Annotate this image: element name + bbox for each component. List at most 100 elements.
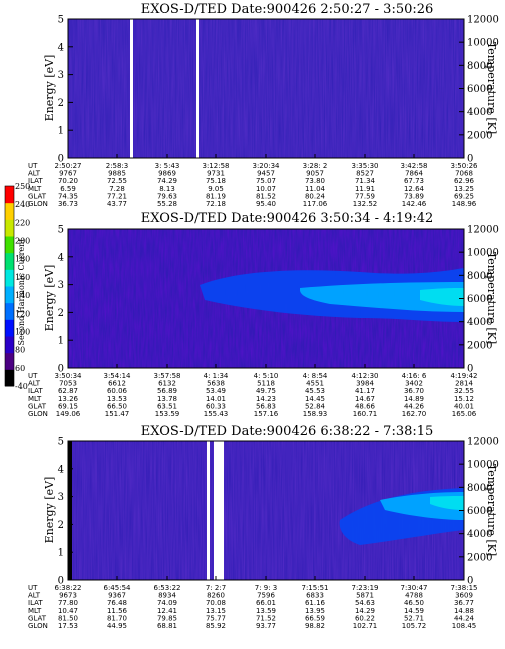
y-ticks: 0 1 2 3 4 5 bbox=[58, 437, 73, 587]
table-cell: 14.88 bbox=[454, 607, 474, 615]
table-cell: 157.16 bbox=[254, 410, 279, 418]
y-tick-label: 4 bbox=[58, 42, 64, 53]
table-cell: 77.59 bbox=[355, 192, 375, 200]
y-tick-label: 1 bbox=[58, 336, 64, 347]
row-label: GLAT bbox=[28, 402, 47, 410]
table-cell: 60.22 bbox=[355, 614, 375, 622]
y2-tick-label: 2000 bbox=[467, 552, 492, 563]
y-tick-label: 3 bbox=[58, 492, 64, 503]
table-cell: 7596 bbox=[257, 592, 275, 600]
table-cell: 151.47 bbox=[105, 410, 130, 418]
row-label: UT bbox=[28, 372, 38, 380]
colorbar-tick-label: -40 bbox=[15, 382, 28, 391]
colorbar-segment bbox=[5, 352, 14, 370]
table-cell: 142.46 bbox=[402, 200, 427, 208]
row-label: MLT bbox=[28, 607, 42, 615]
table-cell: 13.78 bbox=[157, 395, 177, 403]
y-tick-label: 3 bbox=[58, 70, 64, 81]
table-cell: 6:45:54 bbox=[104, 584, 132, 592]
table-cell: 117.06 bbox=[303, 200, 328, 208]
y-tick-label: 1 bbox=[58, 548, 64, 559]
colorbar-tick-label: 200 bbox=[15, 237, 30, 246]
table-cell: 66.59 bbox=[305, 614, 325, 622]
y-ticks: 0 1 2 3 4 5 bbox=[58, 15, 73, 165]
table-cell: 10.47 bbox=[58, 607, 78, 615]
table-cell: 66.50 bbox=[107, 402, 127, 410]
table-cell: 3:42:58 bbox=[401, 162, 428, 170]
y2-ticks: 0 2000 4000 6000 8000 10000 12000 bbox=[459, 15, 499, 165]
table-cell: 13.25 bbox=[454, 185, 474, 193]
table-cell: 54.63 bbox=[355, 599, 375, 607]
y2-tick-label: 0 bbox=[467, 576, 473, 587]
colorbar-tick-label: 140 bbox=[15, 291, 30, 300]
row-label: GLAT bbox=[28, 614, 47, 622]
table-cell: 9869 bbox=[158, 170, 176, 178]
table-cell: 10.07 bbox=[256, 185, 276, 193]
y-tick-label: 5 bbox=[58, 437, 64, 448]
row-label: ALT bbox=[28, 380, 41, 388]
table-cell: 93.77 bbox=[256, 622, 276, 630]
table-cell: 69.15 bbox=[58, 402, 78, 410]
y-axis-label: Energy [eV] bbox=[43, 265, 56, 332]
table-cell: 8260 bbox=[207, 592, 225, 600]
y2-tick-label: 12000 bbox=[467, 437, 499, 448]
row-label: ILAT bbox=[28, 177, 43, 185]
chart-title: EXOS-D/TED Date:900426 2:50:27 - 3:50:26 bbox=[141, 2, 434, 17]
y-axis-label: Energy [eV] bbox=[43, 55, 56, 122]
y-tick-label: 0 bbox=[58, 364, 64, 375]
table-cell: 8527 bbox=[356, 170, 374, 178]
colorbar-frame bbox=[4, 185, 15, 387]
table-cell: 8934 bbox=[158, 592, 176, 600]
row-label: ALT bbox=[28, 170, 41, 178]
table-cell: 132.52 bbox=[353, 200, 378, 208]
table-cell: 44.24 bbox=[454, 614, 475, 622]
row-label: UT bbox=[28, 162, 38, 170]
row-label: ALT bbox=[28, 592, 41, 600]
table-cell: 14.45 bbox=[305, 395, 325, 403]
table-cell: 13.53 bbox=[107, 395, 127, 403]
table-cell: 69.25 bbox=[454, 192, 474, 200]
colorbar-segment bbox=[5, 186, 14, 204]
y-tick-label: 2 bbox=[58, 98, 64, 109]
y-tick-label: 0 bbox=[58, 576, 64, 587]
y2-ticks: 0 2000 4000 6000 8000 10000 12000 bbox=[459, 225, 499, 375]
table-cell: 56.83 bbox=[256, 402, 276, 410]
row-label: ILAT bbox=[28, 599, 43, 607]
table-cell: 162.70 bbox=[402, 410, 427, 418]
table-cell: 4:12:30 bbox=[352, 372, 379, 380]
table-cell: 49.75 bbox=[256, 387, 276, 395]
table-cell: 95.40 bbox=[256, 200, 276, 208]
table-cell: 46.50 bbox=[404, 599, 424, 607]
table-cell: 36.70 bbox=[404, 387, 424, 395]
ion-band-3-peak bbox=[430, 496, 464, 510]
table-cell: 43.77 bbox=[107, 200, 127, 208]
table-cell: 12.41 bbox=[157, 607, 177, 615]
table-cell: 4551 bbox=[306, 380, 324, 388]
row-label: GLAT bbox=[28, 192, 47, 200]
table-cell: 36.77 bbox=[454, 599, 474, 607]
table-cell: 7:23:19 bbox=[352, 584, 379, 592]
table-cell: 62.87 bbox=[58, 387, 78, 395]
table-cell: 3:28: 2 bbox=[303, 162, 328, 170]
table-cell: 53.49 bbox=[206, 387, 226, 395]
colorbar-segment bbox=[5, 369, 14, 387]
table-cell: 81.52 bbox=[256, 192, 276, 200]
y-tick-label: 1 bbox=[58, 126, 64, 137]
y-ticks: 0 1 2 3 4 5 bbox=[58, 225, 73, 375]
y2-tick-label: 10000 bbox=[467, 248, 499, 259]
table-cell: 8.13 bbox=[159, 185, 175, 193]
y-tick-label: 5 bbox=[58, 225, 64, 236]
y-tick-label: 4 bbox=[58, 252, 64, 263]
colorbar-segment bbox=[5, 319, 14, 337]
table-cell: 3:54:14 bbox=[104, 372, 132, 380]
colorbar-tick-label: 80 bbox=[15, 346, 25, 355]
table-cell: 12.64 bbox=[404, 185, 425, 193]
table-cell: 74.35 bbox=[58, 192, 78, 200]
table-cell: 11.56 bbox=[107, 607, 128, 615]
table-cell: 9457 bbox=[257, 170, 275, 178]
table-cell: 14.23 bbox=[256, 395, 276, 403]
table-cell: 9885 bbox=[108, 170, 126, 178]
table-cell: 70.20 bbox=[58, 177, 78, 185]
y2-tick-label: 8000 bbox=[467, 271, 492, 282]
data-gap bbox=[214, 441, 224, 580]
